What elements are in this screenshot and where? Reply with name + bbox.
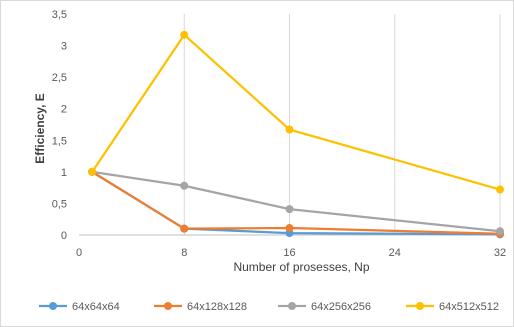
- series-line-64x512x512: [91, 33, 501, 191]
- x-tick-label: 8: [181, 247, 187, 259]
- x-tick-label: 16: [283, 247, 295, 259]
- legend-label: 64x64x64: [72, 301, 120, 313]
- y-axis-title: Efficiency, E: [33, 93, 47, 163]
- data-point-64x512x512: [496, 185, 504, 194]
- y-tick-label: 3,5: [52, 9, 67, 21]
- data-point-64x256x256: [180, 181, 189, 190]
- series-line-64x256x256: [91, 170, 501, 233]
- data-point-64x256x256: [496, 227, 504, 236]
- legend-marker-64x128x128: [164, 302, 172, 310]
- x-tick-label: 0: [76, 247, 82, 259]
- y-tick-label: 2: [61, 104, 67, 116]
- data-point-64x256x256: [285, 205, 294, 214]
- data-point-64x512x512: [88, 167, 97, 176]
- y-tick-label: 1,5: [52, 135, 67, 147]
- data-point-64x512x512: [285, 125, 294, 134]
- legend-marker-64x512x512: [416, 302, 424, 310]
- y-tick-label: 0: [61, 230, 67, 242]
- data-point-64x128x128: [285, 224, 294, 233]
- x-axis-title: Number of prosesses, Np: [233, 260, 369, 274]
- y-tick-label: 0,5: [52, 198, 67, 210]
- y-tick-label: 1: [61, 167, 67, 179]
- legend-label: 64x256x256: [311, 301, 371, 313]
- legend-label: 64x128x128: [187, 301, 247, 313]
- x-tick-label: 32: [494, 247, 506, 259]
- legend-marker-64x256x256: [288, 302, 296, 310]
- legend-marker-64x64x64: [49, 302, 57, 310]
- legend-label: 64x512x512: [439, 301, 499, 313]
- data-point-64x512x512: [180, 30, 189, 39]
- y-tick-label: 3: [61, 41, 67, 53]
- y-tick-label: 2,5: [52, 72, 67, 84]
- x-tick-label: 24: [389, 247, 401, 259]
- series-line-64x128x128: [91, 170, 501, 235]
- data-point-64x128x128: [180, 224, 189, 233]
